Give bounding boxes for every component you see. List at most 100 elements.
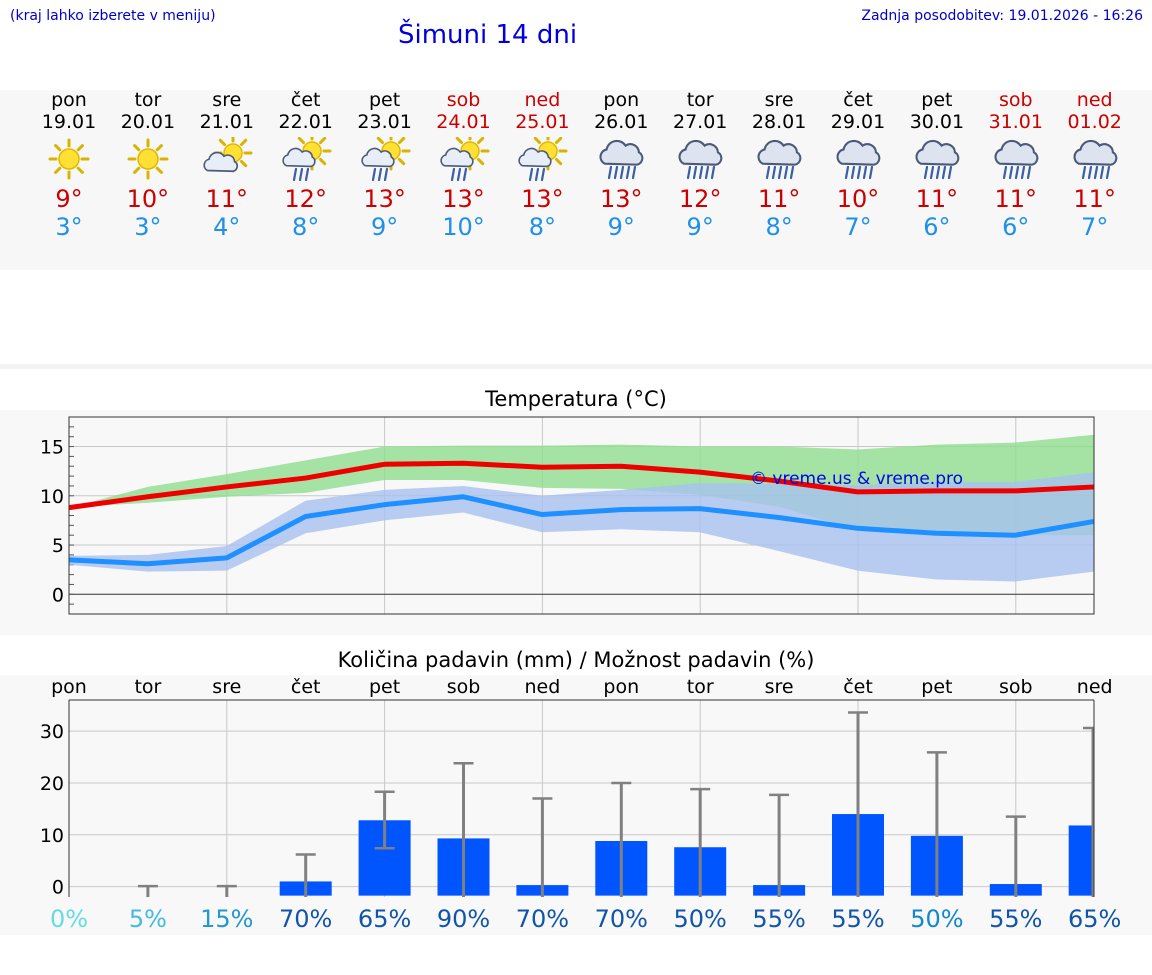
day-label: pon [51, 676, 87, 698]
day-label: tor [134, 676, 161, 698]
day-date: 26.01 [594, 111, 649, 133]
temperature-chart: 0 5 10 15 © vreme.us & vreme.pro [40, 416, 1095, 615]
min-temperature: 9° [607, 213, 635, 241]
day-column: čet 29.01 10° 7° [819, 89, 898, 241]
day-label: čet [291, 676, 321, 698]
min-temperature: 6° [1002, 213, 1030, 241]
day-date: 31.01 [988, 111, 1043, 133]
day-label: sob [447, 676, 481, 698]
location-hint: (kraj lahko izberete v meniju) [10, 8, 216, 24]
day-label: ned [525, 676, 561, 698]
day-name: sre [212, 89, 242, 111]
day-date: 27.01 [672, 111, 728, 133]
precipitation-probability: 15% [200, 905, 253, 933]
day-name: tor [134, 89, 162, 111]
sun-icon [48, 138, 90, 180]
min-temperature: 9° [686, 213, 714, 241]
max-temperature: 11° [994, 185, 1038, 213]
max-temperature: 11° [1073, 185, 1116, 213]
precipitation-probability: 90% [437, 905, 490, 933]
y-tick-label: 30 [40, 721, 64, 743]
min-temperature-line [68, 494, 1095, 567]
temperature-chart-title: Temperatura (°C) [485, 387, 667, 411]
y-tick-label: 0 [52, 584, 64, 606]
min-temperature: 4° [213, 213, 241, 241]
precipitation-probability: 5% [129, 905, 167, 933]
day-column: ned 25.01 13° 8° [503, 89, 582, 241]
day-name: tor [686, 89, 714, 111]
min-temperature: 6° [923, 213, 951, 241]
max-temperature: 13° [521, 185, 564, 213]
cloud-rain-icon [678, 139, 723, 180]
day-date: 28.01 [751, 111, 807, 133]
day-column: sre 28.01 11° 8° [740, 89, 819, 241]
y-tick-label: 0 [52, 877, 64, 899]
day-column: sob 31.01 11° 6° [976, 89, 1055, 241]
min-temperature: 8° [528, 213, 557, 241]
min-temperature: 8° [292, 213, 320, 241]
cloud-rain-icon [599, 139, 644, 180]
precipitation-bar [1068, 825, 1094, 896]
day-label: sob [999, 676, 1033, 698]
day-date: 19.01 [41, 111, 97, 133]
precipitation-probability: 65% [1068, 905, 1121, 933]
day-name: pet [921, 89, 953, 111]
day-column: pon 26.01 13° 9° [582, 89, 661, 241]
day-label: pon [603, 676, 639, 698]
day-name: pon [603, 89, 640, 111]
day-name: čet [843, 89, 873, 111]
sun-cloud-rain-icon [518, 137, 568, 182]
day-name: sob [446, 89, 481, 111]
min-temperature: 9° [370, 213, 399, 241]
day-name: pon [51, 89, 87, 111]
daily-forecast-strip [0, 90, 1152, 270]
page-title: Šimuni 14 dni [398, 20, 578, 50]
precipitation-probability: 55% [752, 905, 805, 933]
max-temperature: 9° [55, 185, 83, 213]
day-column: ned 01.02 11° 7° [1055, 89, 1134, 241]
day-column: pon 19.01 9° 3° [30, 89, 109, 241]
day-column: čet 22.01 12° 8° [266, 89, 345, 241]
precipitation-probability: 55% [989, 905, 1042, 933]
precipitation-probability: 50% [910, 905, 963, 933]
max-temperature: 12° [678, 185, 722, 213]
precipitation-probability: 50% [674, 905, 727, 933]
cloud-rain-icon [994, 139, 1039, 180]
cloud-rain-icon [1073, 139, 1118, 180]
day-date: 22.01 [278, 111, 333, 133]
cloud-rain-icon [836, 139, 881, 180]
sun-cloud-icon [203, 137, 253, 173]
y-tick-label: 15 [40, 437, 64, 459]
day-column: pet 23.01 13° 9° [345, 89, 424, 241]
min-temperature: 10° [442, 213, 485, 241]
precipitation-probability: 70% [279, 905, 332, 933]
day-column: pet 30.01 11° 6° [897, 89, 976, 241]
min-temperature: 7° [844, 213, 872, 241]
day-name: čet [290, 89, 321, 111]
plot-frame [68, 416, 1095, 615]
precipitation-probability: 0% [50, 905, 88, 933]
max-temperature: 10° [126, 185, 170, 213]
y-tick-label: 10 [40, 486, 64, 508]
sun-cloud-rain-icon [282, 137, 332, 182]
max-temperature: 10° [836, 185, 880, 213]
day-label: sre [765, 676, 794, 698]
day-label: pet [369, 676, 400, 698]
precipitation-chart: pon tor sre čet pet sob ned pon tor sre čet pet sob n… [40, 676, 1122, 933]
day-date: 25.01 [515, 111, 570, 133]
day-name: ned [524, 89, 561, 111]
sun-cloud-rain-icon [360, 137, 411, 182]
y-tick-label: 20 [40, 773, 64, 795]
day-column: sob 24.01 13° 10° [424, 89, 503, 241]
day-column: sre 21.01 11° 4° [187, 89, 266, 241]
watermark: © vreme.us & vreme.pro [750, 469, 963, 489]
min-temperature: 3° [55, 213, 83, 241]
day-date: 21.01 [199, 111, 254, 133]
day-label: pet [921, 676, 952, 698]
day-label: tor [687, 676, 714, 698]
day-date: 30.01 [909, 111, 965, 133]
max-temperature: 13° [442, 185, 485, 213]
last-updated: Zadnja posodobitev: 19.01.2026 - 16:26 [861, 8, 1143, 24]
cloud-rain-icon [915, 139, 960, 180]
day-label: ned [1077, 676, 1113, 698]
